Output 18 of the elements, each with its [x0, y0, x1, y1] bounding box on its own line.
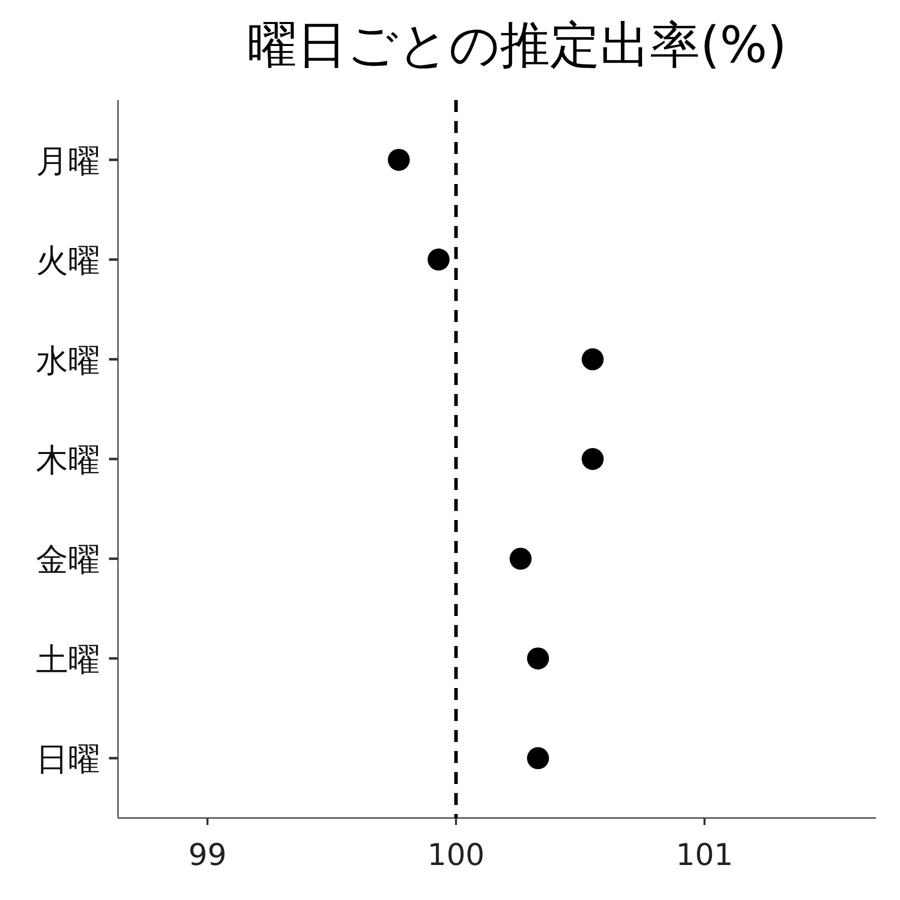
point [388, 148, 410, 171]
y-tick-label: 日曜 [36, 740, 100, 778]
chart-title: 曜日ごとの推定出率(%) [247, 16, 787, 74]
point [527, 747, 550, 770]
y-tick-label: 月曜 [36, 142, 100, 180]
y-tick-label: 水曜 [36, 341, 100, 380]
point [428, 248, 450, 271]
y-tick-label: 金曜 [36, 540, 100, 579]
point [582, 348, 604, 370]
x-tick-label: 99 [188, 838, 227, 873]
point [510, 548, 532, 570]
y-tick-label: 土曜 [36, 640, 100, 678]
x-tick-label: 100 [427, 838, 485, 873]
x-tick-label: 101 [676, 838, 734, 873]
y-tick-label: 木曜 [36, 441, 100, 479]
point [582, 448, 604, 470]
point [527, 647, 550, 670]
y-tick-label: 火曜 [36, 242, 100, 280]
